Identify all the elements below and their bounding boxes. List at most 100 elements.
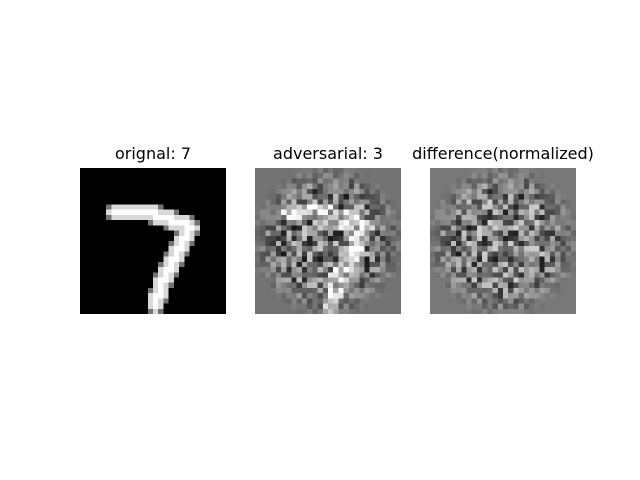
adversarial-pixel bbox=[307, 287, 313, 294]
difference-pixel bbox=[570, 298, 576, 304]
difference-pixel bbox=[440, 251, 446, 257]
difference-pixel bbox=[430, 256, 436, 262]
adversarial-pixel bbox=[281, 188, 287, 195]
original-pixel bbox=[106, 251, 112, 257]
difference-pixel bbox=[435, 225, 441, 231]
original-pixel bbox=[111, 287, 117, 294]
adversarial-pixel bbox=[328, 282, 334, 289]
difference-pixel bbox=[555, 214, 561, 221]
adversarial-pixel bbox=[255, 209, 261, 216]
adversarial-pixel bbox=[291, 308, 297, 314]
original-pixel bbox=[85, 256, 91, 262]
difference-pixel bbox=[466, 204, 472, 210]
difference-pixel bbox=[539, 214, 545, 221]
adversarial-pixel bbox=[270, 183, 276, 189]
adversarial-pixel bbox=[286, 173, 292, 179]
adversarial-pixel bbox=[312, 287, 318, 294]
adversarial-pixel bbox=[359, 256, 365, 262]
difference-pixel bbox=[476, 199, 483, 205]
difference-pixel bbox=[565, 246, 571, 252]
difference-pixel bbox=[508, 287, 514, 294]
original-pixel bbox=[215, 293, 221, 299]
original-pixel bbox=[220, 188, 226, 195]
adversarial-pixel bbox=[291, 188, 297, 195]
original-pixel bbox=[137, 261, 143, 268]
difference-pixel bbox=[529, 303, 535, 309]
adversarial-pixel bbox=[265, 194, 271, 200]
difference-pixel bbox=[492, 272, 498, 278]
original-pixel bbox=[80, 287, 86, 294]
adversarial-pixel bbox=[385, 308, 391, 314]
original-pixel bbox=[111, 183, 117, 189]
original-pixel bbox=[173, 230, 180, 236]
difference-pixel bbox=[555, 188, 561, 195]
difference-pixel bbox=[456, 261, 462, 268]
difference-pixel bbox=[544, 267, 551, 273]
adversarial-pixel bbox=[296, 298, 303, 304]
original-pixel bbox=[158, 225, 164, 231]
original-pixel bbox=[194, 251, 201, 257]
difference-pixel bbox=[450, 225, 457, 231]
difference-pixel bbox=[450, 277, 457, 283]
adversarial-pixel bbox=[328, 173, 334, 179]
difference-pixel bbox=[440, 220, 446, 226]
original-pixel bbox=[199, 225, 206, 231]
adversarial-pixel bbox=[374, 209, 381, 216]
adversarial-pixel bbox=[359, 287, 365, 294]
difference-pixel bbox=[466, 287, 472, 294]
adversarial-pixel bbox=[385, 168, 391, 174]
adversarial-pixel bbox=[291, 225, 297, 231]
difference-pixel bbox=[445, 251, 451, 257]
adversarial-pixel bbox=[322, 220, 329, 226]
difference-pixel bbox=[570, 303, 576, 309]
adversarial-pixel bbox=[260, 183, 266, 189]
adversarial-pixel bbox=[333, 251, 339, 257]
adversarial-pixel bbox=[307, 209, 313, 216]
adversarial-pixel bbox=[301, 173, 308, 179]
difference-pixel bbox=[503, 308, 509, 314]
adversarial-pixel bbox=[328, 230, 334, 236]
original-pixel bbox=[205, 230, 211, 236]
original-pixel bbox=[147, 272, 154, 278]
original-pixel bbox=[111, 194, 117, 200]
original-pixel bbox=[80, 225, 86, 231]
adversarial-pixel bbox=[260, 272, 266, 278]
adversarial-pixel bbox=[380, 209, 386, 216]
difference-pixel bbox=[487, 308, 493, 314]
adversarial-pixel bbox=[322, 178, 329, 184]
original-pixel bbox=[210, 214, 216, 221]
difference-pixel bbox=[508, 204, 514, 210]
difference-pixel bbox=[450, 204, 457, 210]
original-pixel bbox=[121, 251, 128, 257]
adversarial-pixel bbox=[395, 246, 401, 252]
original-pixel bbox=[189, 194, 195, 200]
difference-pixel bbox=[471, 241, 478, 247]
original-pixel bbox=[95, 199, 101, 205]
original-pixel bbox=[194, 246, 201, 252]
difference-pixel bbox=[523, 261, 530, 268]
original-pixel bbox=[163, 204, 169, 210]
original-image bbox=[80, 168, 226, 314]
original-pixel bbox=[220, 293, 226, 299]
adversarial-pixel bbox=[296, 251, 303, 257]
original-pixel bbox=[137, 188, 143, 195]
difference-pixel bbox=[529, 298, 535, 304]
adversarial-pixel bbox=[322, 261, 329, 268]
adversarial-pixel bbox=[307, 277, 313, 283]
difference-pixel bbox=[445, 293, 451, 299]
adversarial-pixel bbox=[255, 293, 261, 299]
adversarial-pixel bbox=[317, 261, 323, 268]
original-pixel bbox=[137, 209, 143, 216]
adversarial-pixel bbox=[291, 214, 297, 221]
adversarial-pixel bbox=[281, 246, 287, 252]
adversarial-pixel bbox=[255, 199, 261, 205]
original-pixel bbox=[179, 303, 185, 309]
difference-pixel bbox=[529, 272, 535, 278]
difference-pixel bbox=[539, 256, 545, 262]
original-pixel bbox=[85, 235, 91, 242]
adversarial-pixel bbox=[317, 204, 323, 210]
difference-pixel bbox=[549, 235, 556, 242]
difference-pixel bbox=[497, 256, 504, 262]
original-pixel bbox=[142, 277, 148, 283]
difference-pixel bbox=[445, 188, 451, 195]
